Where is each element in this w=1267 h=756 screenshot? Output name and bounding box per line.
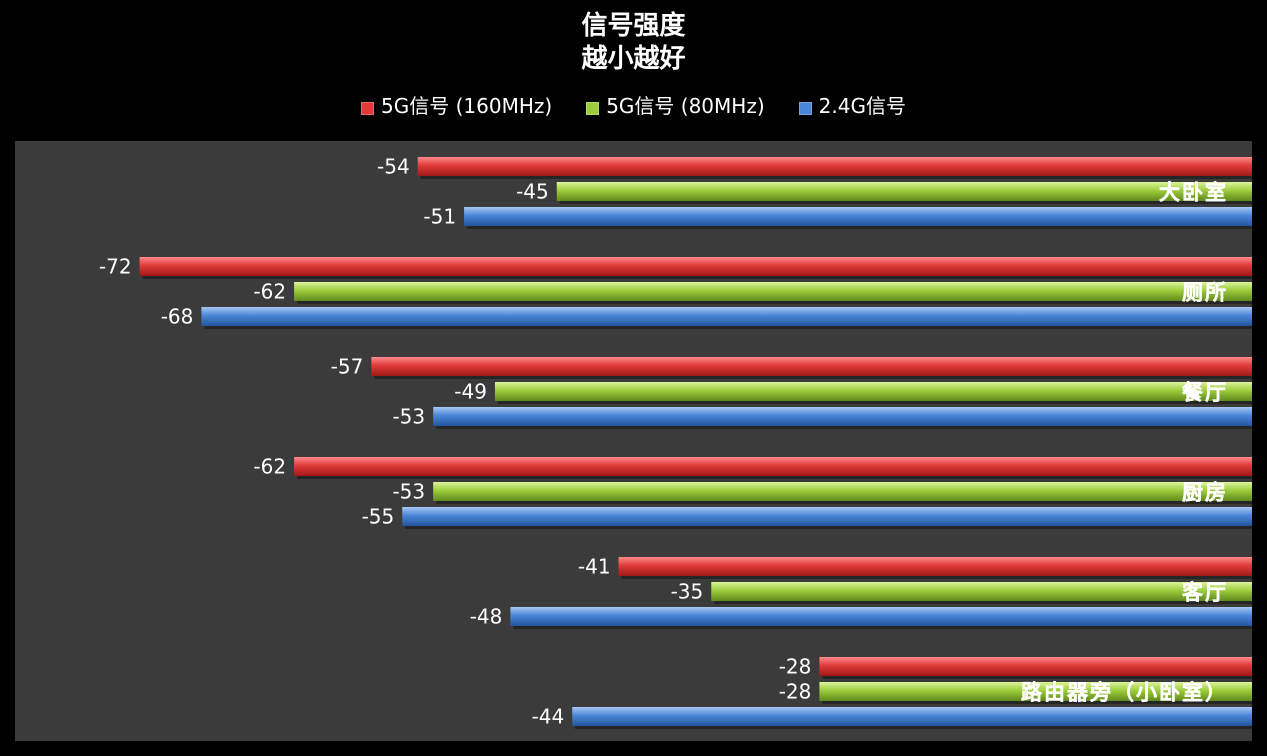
data-label-0-2: -57 — [331, 355, 364, 379]
bar-2-0 — [464, 207, 1252, 226]
data-label-1-1: -62 — [253, 280, 286, 304]
legend-item-2-4g: 2.4G信号 — [798, 93, 906, 119]
legend-item-5g-80: 5G信号 (80MHz) — [586, 93, 765, 119]
bar-1-0 — [556, 182, 1252, 201]
bar-0-0 — [417, 157, 1252, 176]
data-label-0-0: -54 — [377, 155, 410, 179]
bar-0-5 — [819, 657, 1252, 676]
legend-label-5g-80: 5G信号 (80MHz) — [606, 94, 765, 118]
bars-layer — [139, 157, 1256, 729]
bar-0-2 — [371, 357, 1253, 376]
plot-area — [15, 141, 1252, 741]
data-label-0-1: -72 — [99, 255, 132, 279]
category-label-3: 厨房 — [1182, 480, 1228, 505]
data-label-1-3: -53 — [392, 480, 425, 504]
bar-2-2 — [433, 407, 1252, 426]
chart-title-line-1: 信号强度 — [581, 11, 686, 41]
category-label-0: 大卧室 — [1159, 180, 1228, 205]
bar-2-5 — [572, 707, 1252, 726]
data-label-2-1: -68 — [161, 305, 194, 329]
bar-1-5 — [819, 682, 1252, 701]
data-label-0-4: -41 — [578, 555, 611, 579]
chart-title: 信号强度 越小越好 — [0, 10, 1267, 76]
data-label-2-2: -53 — [392, 405, 425, 429]
bar-1-1 — [294, 282, 1253, 301]
category-label-2: 餐厅 — [1182, 380, 1228, 405]
legend-swatch-5g-160 — [361, 101, 375, 115]
chart-title-line-2: 越小越好 — [581, 44, 686, 74]
bar-1-4 — [711, 582, 1252, 601]
legend-swatch-5g-80 — [586, 101, 600, 115]
category-label-1: 厕所 — [1182, 280, 1228, 305]
data-label-2-5: -44 — [532, 705, 565, 729]
legend: 5G信号 (160MHz) 5G信号 (80MHz) 2.4G信号 — [0, 93, 1267, 119]
bar-0-1 — [139, 257, 1253, 276]
bar-0-3 — [294, 457, 1253, 476]
legend-label-2-4g: 2.4G信号 — [818, 94, 906, 118]
data-label-1-5: -28 — [779, 680, 812, 704]
legend-label-5g-160: 5G信号 (160MHz) — [381, 94, 553, 118]
bar-2-4 — [510, 607, 1252, 626]
bar-2-1 — [201, 307, 1252, 326]
bar-1-2 — [494, 382, 1252, 401]
data-label-0-5: -28 — [779, 655, 812, 679]
data-label-1-4: -35 — [671, 580, 704, 604]
legend-item-5g-160: 5G信号 (160MHz) — [361, 93, 552, 119]
data-label-1-2: -49 — [454, 380, 487, 404]
bar-0-4 — [618, 557, 1252, 576]
data-labels-layer: -54-45-51-72-62-68-57-49-53-62-53-55-41-… — [99, 155, 811, 729]
bar-2-3 — [402, 507, 1252, 526]
bar-1-3 — [433, 482, 1252, 501]
category-label-4: 客厅 — [1182, 580, 1228, 605]
data-label-2-0: -51 — [423, 205, 456, 229]
data-label-0-3: -62 — [253, 455, 286, 479]
legend-swatch-2-4g — [798, 101, 812, 115]
data-label-2-4: -48 — [470, 605, 503, 629]
data-label-2-3: -55 — [362, 505, 395, 529]
category-label-5: 路由器旁（小卧室） — [1021, 680, 1228, 705]
data-label-1-0: -45 — [516, 180, 549, 204]
